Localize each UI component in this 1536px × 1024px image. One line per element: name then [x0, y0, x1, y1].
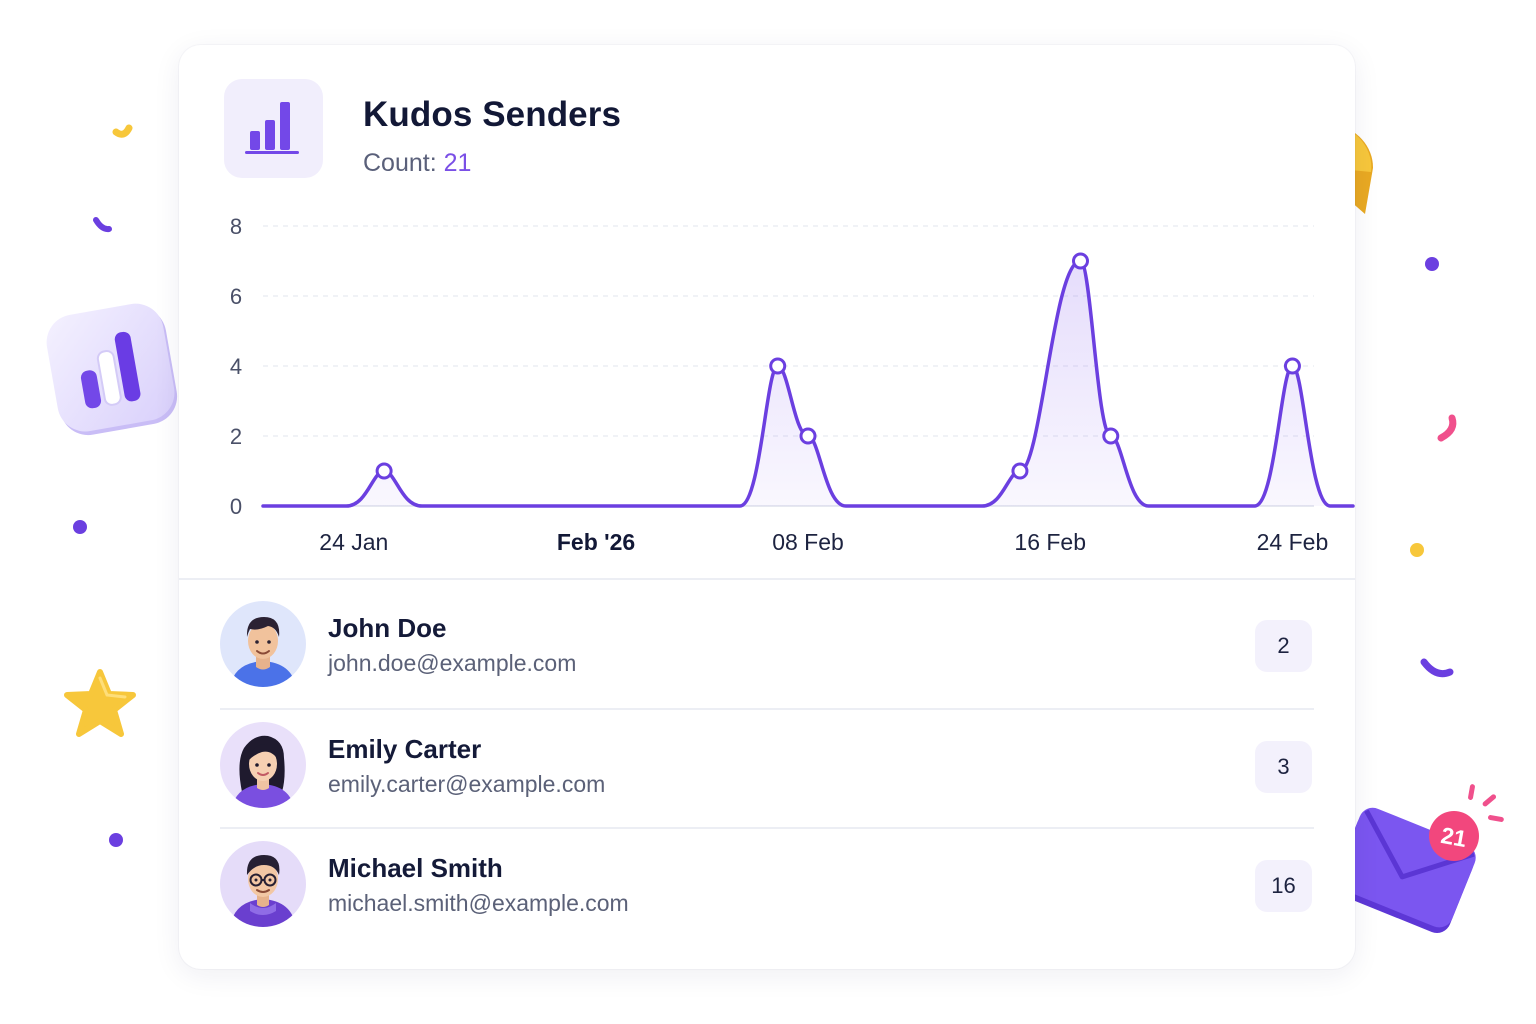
data-point[interactable] [799, 427, 817, 445]
emily-avatar [220, 722, 306, 808]
john-avatar [220, 601, 306, 687]
data-point[interactable] [769, 357, 787, 375]
list-item[interactable]: Michael Smith michael.smith@example.com … [220, 827, 1314, 946]
mail-badge-count: 21 [1439, 822, 1469, 852]
widget-count: Count: 21 [363, 149, 471, 178]
list-item[interactable]: John Doe john.doe@example.com 2 [220, 589, 1314, 708]
chart-divider [179, 578, 1355, 580]
kudos-senders-card: Kudos Senders Count: 21 0 2 4 6 8 24 Jan Feb … [179, 45, 1355, 969]
senders-list: John Doe john.doe@example.com 2 Emily Ca [220, 589, 1314, 946]
data-point[interactable] [375, 462, 393, 480]
sender-email: michael.smith@example.com [328, 890, 629, 916]
sender-count-badge: 2 [1255, 620, 1312, 672]
x-tick-label: 16 Feb [1014, 529, 1086, 555]
data-point[interactable] [1102, 427, 1120, 445]
star-icon [64, 669, 136, 737]
data-point[interactable] [1072, 252, 1089, 270]
kudos-line-chart: 0 2 4 6 8 24 Jan Feb '26 08 Feb 16 Feb 24 Feb [230, 214, 1355, 555]
list-item[interactable]: Emily Carter emily.carter@example.com 3 [220, 708, 1314, 827]
series-line [261, 259, 1355, 508]
series-area [263, 261, 1353, 506]
y-tick-label: 6 [230, 284, 242, 309]
sender-name: Michael Smith [328, 853, 503, 883]
widget-title: Kudos Senders [363, 95, 622, 134]
sender-count-badge: 16 [1255, 860, 1312, 912]
count-value: 21 [443, 149, 472, 177]
sender-email: john.doe@example.com [328, 650, 577, 676]
sender-email: emily.carter@example.com [328, 771, 606, 797]
x-tick-label: Feb '26 [557, 529, 635, 555]
x-tick-label: 24 Jan [319, 529, 388, 555]
sender-name: John Doe [328, 613, 447, 643]
bar-chart-3d-icon [46, 303, 178, 436]
data-point[interactable] [1011, 462, 1029, 480]
mail-icon: 21 [1333, 784, 1504, 933]
y-tick-label: 4 [230, 354, 242, 379]
sender-name: Emily Carter [328, 734, 482, 764]
y-tick-label: 0 [230, 494, 242, 519]
x-tick-label: 08 Feb [772, 529, 844, 555]
sender-count-badge: 3 [1255, 741, 1312, 793]
y-tick-label: 8 [230, 214, 242, 239]
bar-chart-icon [224, 79, 323, 178]
data-point[interactable] [1283, 357, 1301, 375]
x-tick-label: 24 Feb [1257, 529, 1329, 555]
michael-avatar [220, 841, 306, 927]
y-tick-label: 2 [230, 424, 242, 449]
count-label: Count: [363, 149, 437, 177]
